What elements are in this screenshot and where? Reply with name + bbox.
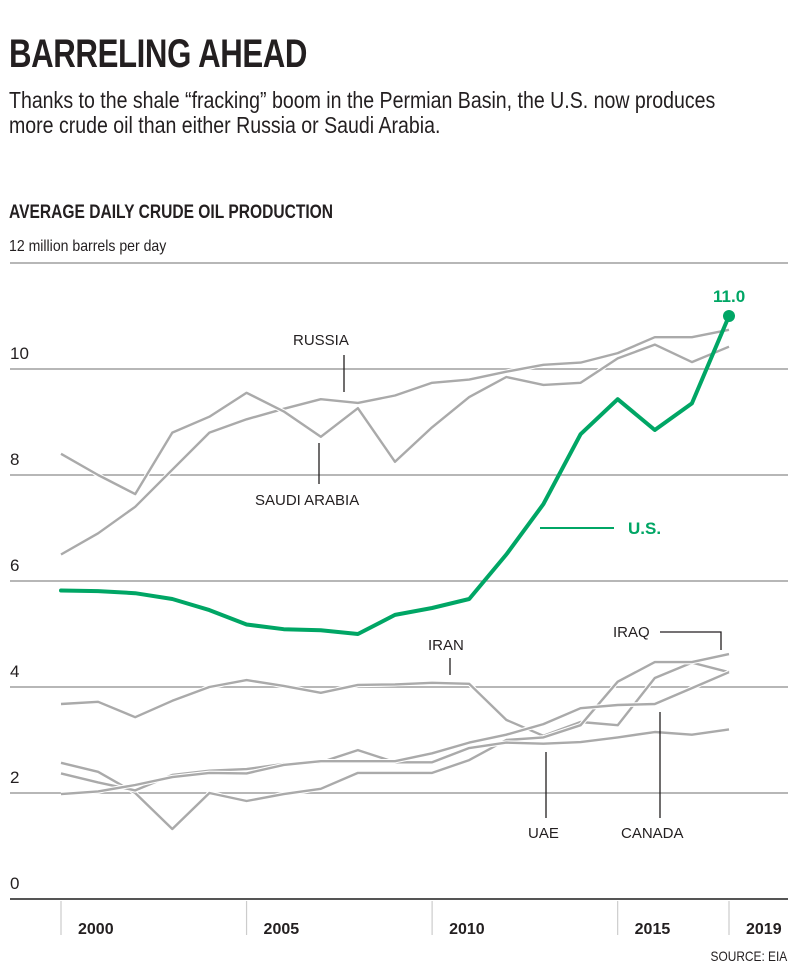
chart-title: AVERAGE DAILY CRUDE OIL PRODUCTION <box>9 202 334 223</box>
y-tick-label: 10 <box>10 344 29 363</box>
y-tick-label: 6 <box>10 556 19 575</box>
series-label-iran: IRAN <box>428 637 464 654</box>
series-lines <box>59 327 730 832</box>
y-tick-label: 8 <box>10 450 19 469</box>
page-subtitle: Thanks to the shale “fracking” boom in t… <box>9 87 716 138</box>
series-label-iraq: IRAQ <box>613 624 650 641</box>
series-label-russia: RUSSIA <box>293 332 349 349</box>
y-axis-unit-label: 12 million barrels per day <box>9 238 167 255</box>
series-line-saudi-arabia-halo <box>59 342 730 497</box>
series-line-canada <box>60 671 730 796</box>
x-tick-label: 2010 <box>449 921 485 938</box>
series-line-canada-halo <box>60 670 730 797</box>
x-tick-label: 2015 <box>635 921 671 938</box>
leader-line-iraq <box>660 631 722 650</box>
series-line-russia <box>60 328 730 556</box>
x-tick-label: 2000 <box>78 921 114 938</box>
y-axis: 0 2 4 6 8 10 <box>10 344 29 893</box>
series-label-saudi-arabia: SAUDI ARABIA <box>255 492 359 509</box>
x-tick-label: 2005 <box>264 921 300 938</box>
us-endpoint-dot <box>723 310 735 322</box>
series-label-canada: CANADA <box>621 825 684 842</box>
source-note: SOURCE: EIA <box>710 948 787 964</box>
us-endpoint-value-label: 11.0 <box>713 287 745 306</box>
page-title: BARRELING AHEAD <box>9 32 308 76</box>
x-tick-label: 2019 <box>746 921 782 938</box>
series-line-iraq <box>60 652 730 831</box>
series-label-u-s: U.S. <box>628 519 661 538</box>
series-line-saudi-arabia <box>60 343 730 496</box>
series-labels: RUSSIA SAUDI ARABIA U.S. IRAN IRAQ UAE CANADA <box>255 332 722 842</box>
y-tick-label: 0 <box>10 874 19 893</box>
series-label-uae: UAE <box>528 825 559 842</box>
x-axis: 2000 2005 2010 2015 2019 <box>60 901 782 938</box>
series-line-iran <box>60 661 730 737</box>
y-tick-label: 2 <box>10 768 19 787</box>
y-tick-label: 4 <box>10 662 19 681</box>
us-series: 11.0 <box>59 287 745 636</box>
series-line-iraq-halo <box>60 651 730 832</box>
series-line-u-s <box>59 314 731 636</box>
gridlines <box>10 262 788 900</box>
